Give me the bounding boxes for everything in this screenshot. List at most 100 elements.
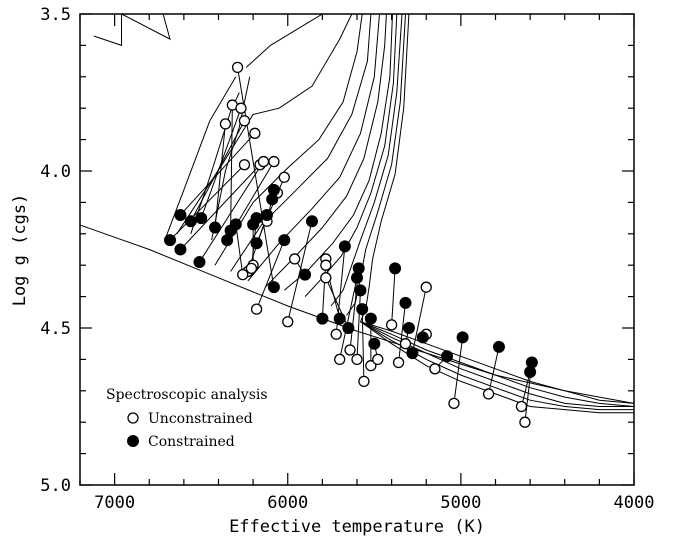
pair-connector-4 — [200, 108, 242, 219]
constrained-point-5 — [184, 215, 197, 228]
constrained-point-3 — [209, 221, 222, 234]
constrained-point-37 — [456, 331, 469, 344]
pair-connector-5 — [190, 120, 245, 222]
constrained-point-27 — [354, 284, 367, 297]
isochrone-lines — [80, 14, 634, 414]
constrained-point-34 — [406, 347, 419, 360]
unconstrained-point-9 — [257, 155, 270, 168]
isochrone-line-19 — [360, 321, 634, 414]
y-tick-label-1: 4.0 — [40, 162, 71, 182]
unconstrained-point-40 — [519, 416, 531, 428]
isochrone-line-4 — [211, 76, 251, 241]
unconstrained-point-38 — [482, 388, 495, 400]
legend-filled-circle-marker — [127, 435, 139, 447]
unconstrained-point-34 — [420, 281, 432, 293]
constrained-point-31 — [389, 262, 402, 275]
unconstrained-point-28 — [358, 375, 370, 388]
isochrone-line-8 — [247, 14, 380, 282]
unconstrained-point-18 — [250, 303, 263, 315]
unconstrained-point-4 — [235, 102, 247, 114]
constrained-point-7 — [164, 234, 177, 247]
constrained-point-13 — [267, 183, 280, 196]
axis-ticks: 7000 6000 5000 4000 3.5 4.0 4.5 5.0 — [40, 5, 654, 513]
constrained-point-36 — [441, 350, 454, 363]
constrained-point-28 — [356, 303, 369, 316]
isochrone-line-7 — [230, 14, 372, 272]
unconstrained-point-6 — [249, 127, 261, 139]
constrained-point-20 — [299, 268, 312, 281]
unconstrained-point-10 — [268, 155, 280, 168]
constrained-point-18 — [278, 234, 291, 247]
constrained-points — [164, 183, 538, 378]
legend-label-constrained: Constrained — [148, 434, 235, 450]
x-tick-label-4000: 4000 — [614, 493, 655, 513]
isochrone-line-20 — [93, 14, 171, 47]
constrained-point-29 — [364, 312, 377, 325]
constrained-point-40 — [525, 356, 538, 369]
isochrone-line-10 — [283, 14, 393, 291]
pair-connector-37 — [453, 337, 464, 404]
constrained-point-10 — [221, 234, 234, 247]
unconstrained-point-5 — [238, 115, 251, 127]
isochrone-line-9 — [264, 14, 387, 288]
unconstrained-point-27 — [351, 353, 363, 366]
constrained-point-16 — [229, 218, 242, 231]
constrained-point-1 — [267, 281, 280, 294]
unconstrained-point-1 — [231, 61, 244, 74]
x-tick-label-5000: 5000 — [440, 493, 481, 513]
constrained-point-23 — [342, 322, 355, 334]
isochrone-line-13 — [346, 14, 406, 316]
legend: Spectroscopic analysis Unconstrained Con… — [106, 387, 268, 450]
x-tick-label-7000: 7000 — [94, 493, 135, 513]
unconstrained-point-26 — [344, 344, 356, 356]
unconstrained-point-30 — [372, 353, 384, 366]
unconstrained-point-33 — [399, 338, 412, 350]
pair-connector-31 — [391, 268, 396, 325]
legend-title: Spectroscopic analysis — [106, 387, 268, 403]
pair-connector-2 — [230, 105, 233, 231]
pair-connector-28 — [361, 309, 365, 382]
isochrone-line-1 — [80, 224, 634, 404]
pair-connector-32 — [398, 302, 406, 363]
constrained-point-19 — [305, 215, 318, 228]
unconstrained-point-16 — [237, 268, 249, 281]
constrained-point-6 — [174, 208, 187, 221]
unconstrained-point-17 — [245, 262, 258, 274]
pair-connector-38 — [488, 346, 500, 395]
constrained-point-11 — [250, 237, 263, 250]
pair-connector-16 — [235, 224, 244, 275]
isochrone-line-2 — [164, 76, 237, 241]
constrained-point-22 — [333, 312, 346, 325]
unconstrained-point-39 — [515, 400, 528, 413]
observation-pairs — [164, 61, 538, 428]
legend-label-unconstrained: Unconstrained — [148, 411, 253, 427]
y-tick-label-3: 5.0 — [40, 476, 71, 496]
isochrone-line-12 — [330, 14, 403, 307]
constrained-point-17 — [250, 212, 263, 225]
x-tick-label-6000: 6000 — [267, 493, 308, 513]
constrained-point-8 — [174, 243, 187, 256]
y-axis-title: Log g (cgs) — [10, 194, 30, 307]
unconstrained-point-25 — [334, 353, 346, 366]
pair-connector-19 — [287, 221, 313, 322]
isochrone-line-6 — [214, 14, 363, 266]
constrained-point-26 — [352, 262, 365, 275]
pair-connector-6 — [180, 132, 256, 216]
constrained-point-4 — [195, 212, 208, 225]
pair-connector-27 — [356, 290, 361, 360]
unconstrained-point-37 — [448, 397, 460, 410]
pair-connector-1 — [237, 67, 275, 288]
pair-connector-9 — [199, 161, 264, 263]
unconstrained-point-23 — [320, 272, 332, 284]
isochrone-line-21 — [245, 14, 323, 68]
pair-connector-34 — [411, 287, 427, 354]
unconstrained-point-11 — [278, 171, 290, 183]
unconstrained-point-3 — [219, 118, 232, 130]
unconstrained-point-19 — [282, 316, 294, 328]
legend-open-circle-marker — [127, 412, 139, 424]
unconstrained-point-32 — [392, 356, 405, 369]
constrained-point-15 — [260, 208, 273, 221]
constrained-point-21 — [316, 312, 329, 325]
constrained-point-9 — [193, 256, 206, 269]
